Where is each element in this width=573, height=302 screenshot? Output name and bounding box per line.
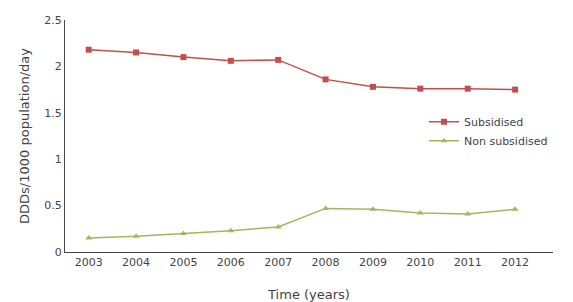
svg-text:2009: 2009	[359, 256, 387, 269]
svg-text:2012: 2012	[501, 256, 529, 269]
svg-text:1.5: 1.5	[44, 107, 62, 120]
svg-text:2011: 2011	[454, 256, 482, 269]
svg-text:1: 1	[55, 153, 62, 166]
svg-text:2005: 2005	[169, 256, 197, 269]
svg-text:2006: 2006	[217, 256, 245, 269]
svg-text:2003: 2003	[75, 256, 103, 269]
svg-text:0.5: 0.5	[44, 199, 62, 212]
svg-text:2: 2	[55, 60, 62, 73]
svg-text:0: 0	[55, 246, 62, 259]
svg-text:2.5: 2.5	[44, 14, 62, 27]
svg-text:Subsidised: Subsidised	[464, 116, 523, 129]
svg-text:2004: 2004	[122, 256, 150, 269]
svg-text:Time (years): Time (years)	[267, 287, 350, 302]
svg-text:Non subsidised: Non subsidised	[464, 135, 547, 148]
svg-text:2008: 2008	[312, 256, 340, 269]
svg-text:2010: 2010	[406, 256, 434, 269]
svg-text:DDDs/1000 population/day: DDDs/1000 population/day	[17, 48, 32, 224]
svg-text:2007: 2007	[264, 256, 292, 269]
